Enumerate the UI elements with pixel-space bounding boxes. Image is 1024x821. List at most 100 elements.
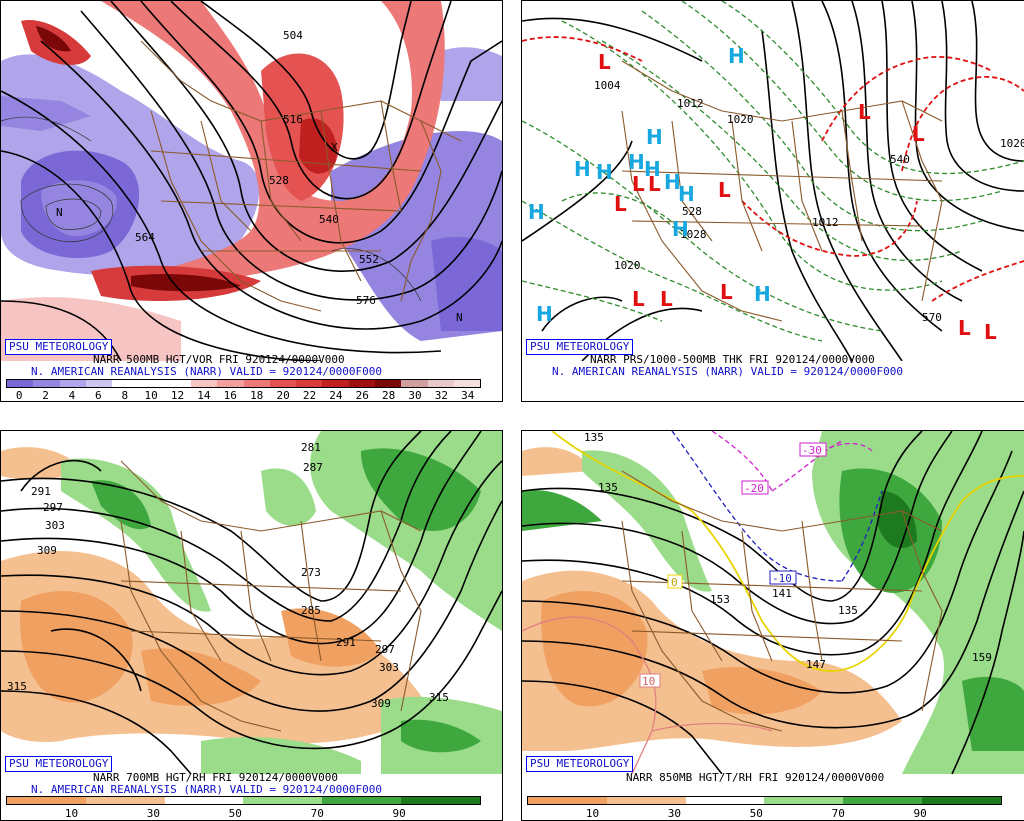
thk-label-528: 528	[682, 205, 702, 218]
colorbar-swatch	[85, 797, 165, 804]
colorbar-tick-label: 10	[144, 389, 158, 402]
colorbar-swatch	[427, 380, 454, 387]
rh700-label-285: 285	[301, 604, 321, 617]
thk-label-570: 570	[922, 311, 942, 324]
rh700-label-287: 287	[303, 461, 323, 474]
panel-500mb-vorticity: 504 516 528 540 552 564 576 N N X PSU ME…	[0, 0, 503, 402]
colorbar-tick-label: 24	[329, 389, 343, 402]
colorbar-tick-label: 30	[408, 389, 422, 402]
rh850-label-135: 135	[584, 431, 604, 444]
panel-thickness: 1004 1012 1020 1028 1020 1012 1020 528 5…	[521, 0, 1024, 402]
low-pressure-marker: L	[632, 172, 645, 196]
colorbar-tick-label: 2	[42, 389, 49, 402]
colorbar-tick-label: 26	[355, 389, 369, 402]
rh700-label-281: 281	[301, 441, 321, 454]
psu-meteorology-badge: PSU METEOROLOGY	[5, 756, 113, 772]
rh700-label-315: 315	[7, 680, 27, 693]
vorticity-colorbar	[6, 379, 481, 388]
thk-label-1004: 1004	[594, 79, 621, 92]
rh700-label-273: 273	[301, 566, 321, 579]
high-pressure-marker: H	[646, 125, 663, 149]
colorbar-swatch	[764, 797, 844, 804]
thk-label-540: 540	[890, 153, 910, 166]
psu-meteorology-badge: PSU METEOROLOGY	[5, 339, 113, 355]
thk-label-1020b: 1020	[614, 259, 641, 272]
vor-label-x: X	[331, 141, 338, 154]
rh700-label-291b: 291	[336, 636, 356, 649]
high-pressure-marker: H	[528, 200, 545, 224]
colorbar-tick-label: 34	[461, 389, 475, 402]
psu-meteorology-badge: PSU METEOROLOGY	[526, 339, 634, 355]
colorbar-swatch	[7, 797, 86, 804]
high-pressure-marker: H	[536, 302, 553, 326]
colorbar-tick-label: 22	[302, 389, 317, 402]
thk-label-1020c: 1020	[1000, 137, 1024, 150]
high-pressure-marker: H	[678, 182, 695, 206]
rh850-label-135b: 135	[598, 481, 618, 494]
colorbar-swatch	[322, 380, 349, 387]
colorbar-swatch	[296, 380, 323, 387]
colorbar-tick-label: 28	[382, 389, 396, 402]
colorbar-swatch	[269, 380, 297, 387]
colorbar-tick-label: 30	[667, 807, 682, 820]
vor-label-540: 540	[319, 213, 339, 226]
temp-label-10: 10	[642, 675, 655, 688]
low-pressure-marker: L	[614, 192, 627, 216]
colorbar-tick-label: 70	[310, 807, 324, 820]
colorbar-swatch	[606, 797, 686, 804]
colorbar-tick-label: 4	[68, 389, 76, 402]
rh700-label-303b: 303	[379, 661, 399, 674]
thk-label-1012b: 1012	[812, 216, 839, 229]
vor-label-n1: N	[56, 206, 63, 219]
colorbar-swatch	[217, 380, 244, 387]
colorbar-tick-label: 6	[95, 389, 102, 402]
colorbar-tick-label: 18	[250, 389, 264, 402]
colorbar-swatch	[138, 380, 165, 387]
low-pressure-marker: L	[912, 122, 925, 146]
panel-850mb-rh: 135 135 141 135 147 153 159 -10 -20 -30 …	[521, 430, 1024, 821]
rh700-colorbar	[6, 796, 481, 805]
low-pressure-marker: L	[598, 50, 611, 74]
vor-label-528: 528	[269, 174, 289, 187]
high-pressure-marker: H	[664, 170, 681, 194]
panel-caption-line2: N. AMERICAN REANALYSIS (NARR) VALID = 92…	[31, 365, 382, 378]
thk-label-1020a: 1020	[727, 113, 754, 126]
colorbar-swatch	[164, 380, 191, 387]
low-pressure-marker: L	[660, 287, 673, 311]
rh700-label-303: 303	[45, 519, 65, 532]
colorbar-tick-label: 70	[831, 807, 845, 820]
colorbar-swatch	[843, 797, 923, 804]
colorbar-swatch	[243, 380, 270, 387]
colorbar-tick-label: 50	[228, 807, 242, 820]
rh850-label-159: 159	[972, 651, 992, 664]
rh850-colorbar	[527, 796, 1002, 805]
vor-label-n2: N	[456, 311, 463, 324]
high-pressure-marker: H	[574, 157, 591, 181]
thickness-map: 1004 1012 1020 1028 1020 1012 1020 528 5…	[522, 1, 1024, 361]
low-pressure-marker: L	[718, 178, 731, 202]
temp-label-minus30: -30	[802, 444, 822, 457]
colorbar-swatch	[348, 380, 375, 387]
rh700-label-315b: 315	[429, 691, 449, 704]
vor-label-516: 516	[283, 113, 303, 126]
rh850-label-135c: 135	[838, 604, 858, 617]
thk-label-1012: 1012	[677, 97, 704, 110]
panel-caption-line1: NARR PRS/1000-500MB THK FRI 920124/0000V…	[590, 353, 875, 366]
colorbar-swatch	[322, 797, 402, 804]
rh700-label-297: 297	[43, 501, 63, 514]
low-pressure-marker: L	[648, 172, 661, 196]
colorbar-tick-label: 10	[585, 807, 600, 820]
rh850-label-147: 147	[806, 658, 826, 671]
rh850-label-153: 153	[710, 593, 730, 606]
vorticity-map: 504 516 528 540 552 564 576 N N X	[1, 1, 502, 361]
rh700-label-309: 309	[37, 544, 57, 557]
colorbar-tick-label: 10	[64, 807, 79, 820]
panel-caption-line1: NARR 500MB HGT/VOR FRI 920124/0000V000	[93, 353, 345, 366]
colorbar-tick-label: 14	[197, 389, 211, 402]
colorbar-tick-label: 90	[392, 807, 406, 820]
rh850-map: 135 135 141 135 147 153 159 -10 -20 -30 …	[522, 431, 1024, 774]
rh700-label-291: 291	[31, 485, 51, 498]
low-pressure-marker: L	[958, 316, 971, 340]
rh700-label-309b: 309	[371, 697, 391, 710]
colorbar-swatch	[59, 380, 86, 387]
